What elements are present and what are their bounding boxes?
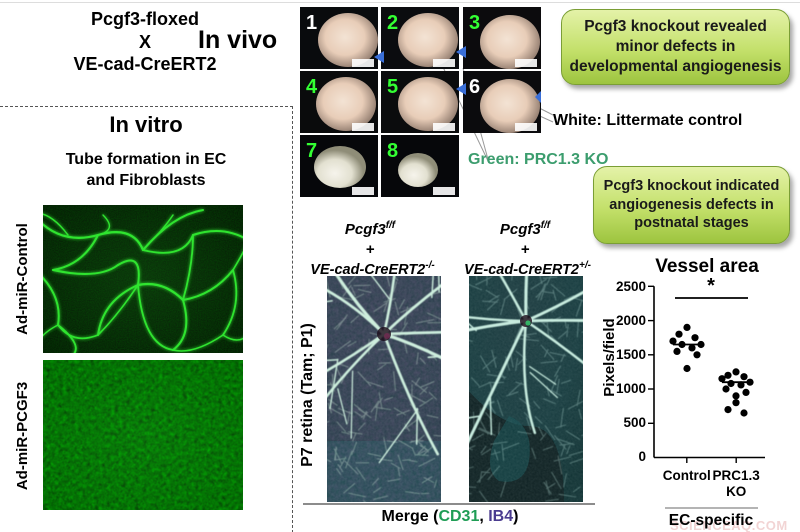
svg-text:PRC1.3: PRC1.3	[713, 468, 761, 483]
svg-text:0: 0	[638, 449, 646, 464]
svg-text:2000: 2000	[616, 313, 646, 328]
svg-text:1000: 1000	[616, 381, 646, 396]
svg-text:*: *	[707, 275, 715, 297]
svg-text:3: 3	[469, 12, 480, 34]
svg-text:6: 6	[469, 76, 480, 98]
svg-text:Control: Control	[663, 468, 711, 483]
svg-text:500: 500	[623, 415, 646, 430]
svg-text:8: 8	[387, 140, 398, 162]
svg-text:2500: 2500	[616, 279, 646, 294]
svg-text:EC-specific: EC-specific	[669, 512, 754, 529]
svg-text:5: 5	[387, 76, 398, 98]
svg-text:Vessel area: Vessel area	[655, 256, 759, 277]
svg-text:4: 4	[306, 76, 318, 98]
svg-text:7: 7	[306, 140, 317, 162]
svg-text:2: 2	[387, 12, 398, 34]
svg-text:KO: KO	[726, 484, 746, 499]
svg-text:1500: 1500	[616, 347, 646, 362]
svg-text:1: 1	[306, 12, 317, 34]
